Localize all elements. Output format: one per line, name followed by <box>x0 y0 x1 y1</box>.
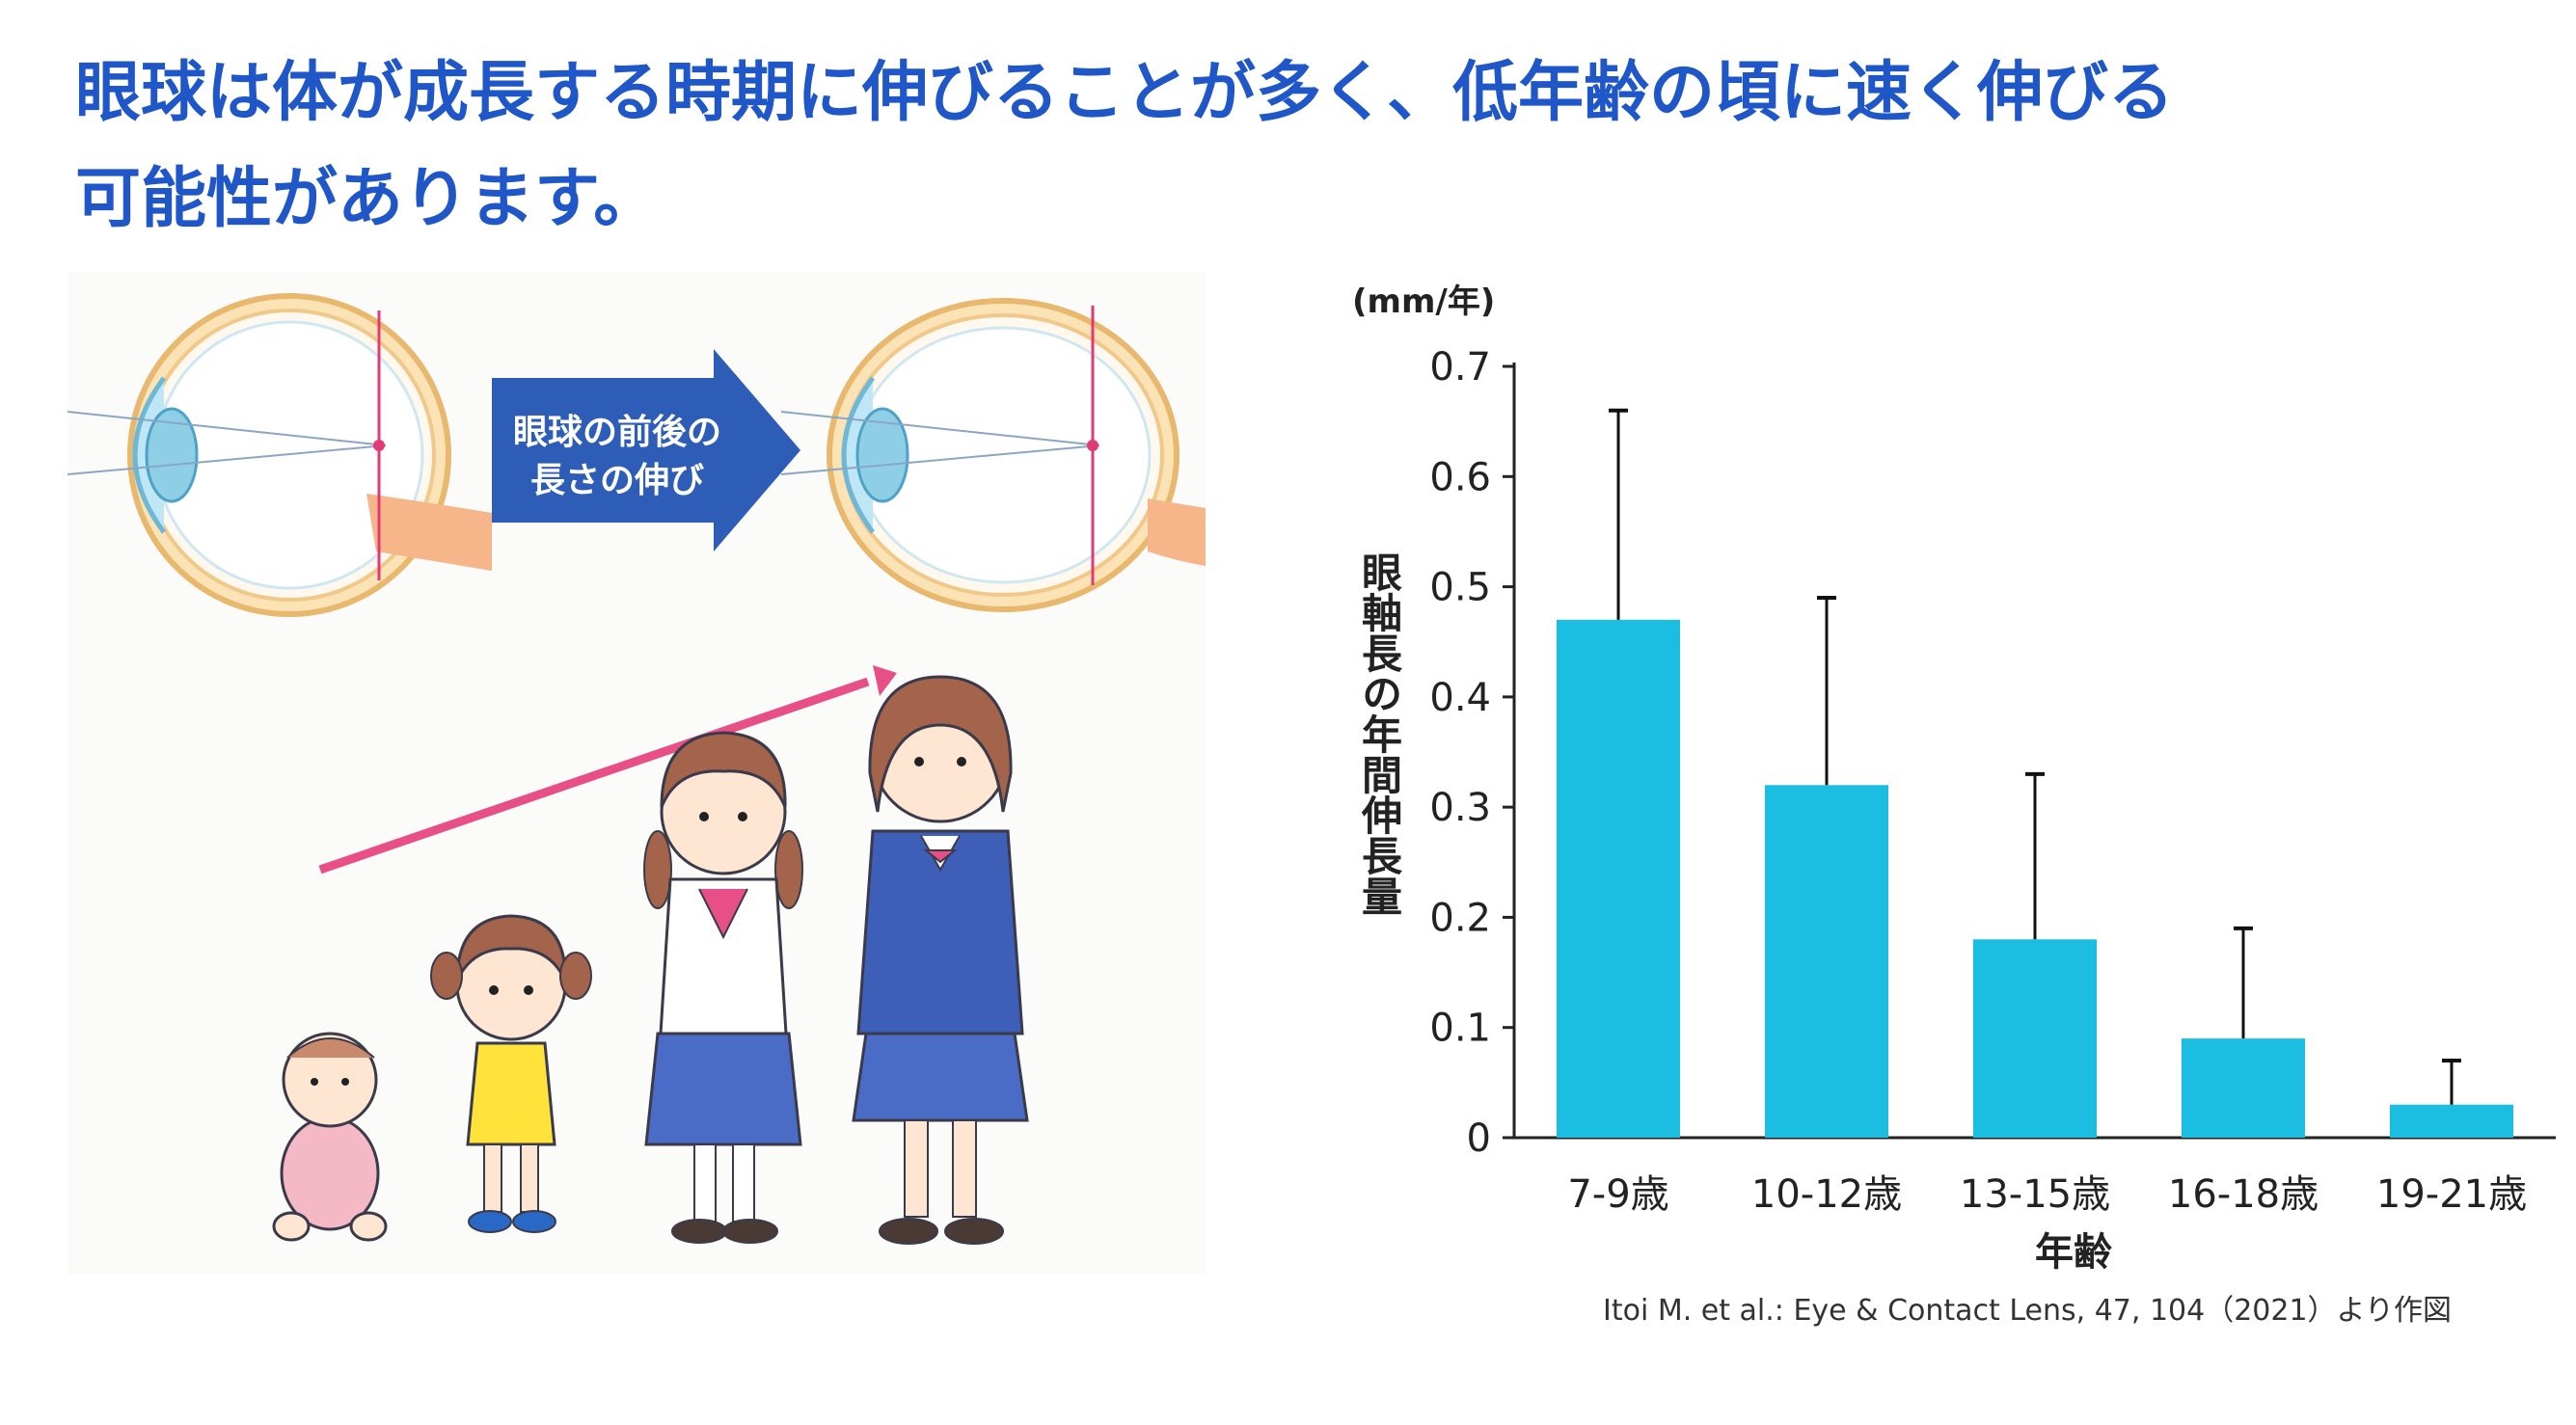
eye-growth-illustration: 眼球の前後の 長さの伸び <box>68 293 1206 1245</box>
y-tick-label: 0.5 <box>1429 566 1491 610</box>
y-tick-label: 0.4 <box>1429 676 1491 720</box>
arrow-label-line-1: 眼球の前後の <box>513 413 721 452</box>
schoolgirl-figure-icon <box>643 731 803 1244</box>
age-growth-arrow-icon <box>318 665 897 874</box>
y-tick-label: 0 <box>1467 1116 1491 1161</box>
x-category-label: 10-12歳 <box>1751 1172 1902 1217</box>
toddler-figure-icon <box>430 914 592 1233</box>
x-category-label: 13-15歳 <box>1960 1172 2110 1217</box>
chart-ticks: 0 0.1 0.2 0.3 0.4 0.5 0.6 0.7 <box>1429 345 1514 1161</box>
short-eye-icon <box>68 293 492 617</box>
long-eye-icon <box>780 298 1206 612</box>
x-category-label: 19-21歳 <box>2376 1172 2527 1217</box>
y-tick-label: 0.6 <box>1429 455 1491 499</box>
y-tick-label: 0.7 <box>1429 345 1491 390</box>
illustration-panel: 眼球の前後の 長さの伸び <box>68 272 1206 1275</box>
bar-10-12歳 <box>1765 785 1888 1138</box>
bar-13-15歳 <box>1973 939 2097 1138</box>
page-headline: 眼球は体が成長する時期に伸びることが多く、低年齢の頃に速く伸びる 可能性がありま… <box>75 40 2544 253</box>
arrow-label-line-2: 長さの伸び <box>530 461 704 500</box>
bar-7-9歳 <box>1557 619 1680 1138</box>
highschool-girl-figure-icon <box>852 675 1029 1245</box>
x-axis-label: 年齢 <box>2035 1230 2112 1275</box>
y-tick-label: 0.1 <box>1429 1007 1491 1051</box>
chart-bars <box>1557 408 2513 1138</box>
baby-figure-icon <box>272 1032 388 1242</box>
y-tick-label: 0.2 <box>1429 896 1491 940</box>
x-category-label: 16-18歳 <box>2168 1172 2318 1217</box>
bar-16-18歳 <box>2182 1038 2305 1138</box>
headline-line-2: 可能性があります。 <box>75 161 660 237</box>
bar-19-21歳 <box>2390 1104 2513 1138</box>
growth-arrow-icon: 眼球の前後の 長さの伸び <box>492 349 800 551</box>
y-tick-label: 0.3 <box>1429 786 1491 830</box>
eye-axial-growth-bar-chart: (mm/年) 眼軸長の年間伸長量 00.10.20.30.40.50.60.7 … <box>1352 282 2556 1275</box>
chart-unit-label: (mm/年) <box>1352 282 1495 321</box>
y-axis-label: 眼軸長の年間伸長量 <box>1356 551 1403 916</box>
chart-panel: (mm/年) 眼軸長の年間伸長量 0 0.1 0.2 0.3 0.4 0.5 0.6 0.7 … <box>1292 253 2565 1332</box>
headline-line-1: 眼球は体が成長する時期に伸びることが多く、低年齢の頃に速く伸びる <box>75 55 2175 131</box>
source-citation: Itoi M. et al.: Eye & Contact Lens, 47, … <box>1603 1294 2452 1328</box>
chart-categories: 7-9歳 10-12歳 13-15歳 16-18歳 19-21歳 <box>1567 1172 2527 1217</box>
x-category-label: 7-9歳 <box>1567 1172 1668 1217</box>
